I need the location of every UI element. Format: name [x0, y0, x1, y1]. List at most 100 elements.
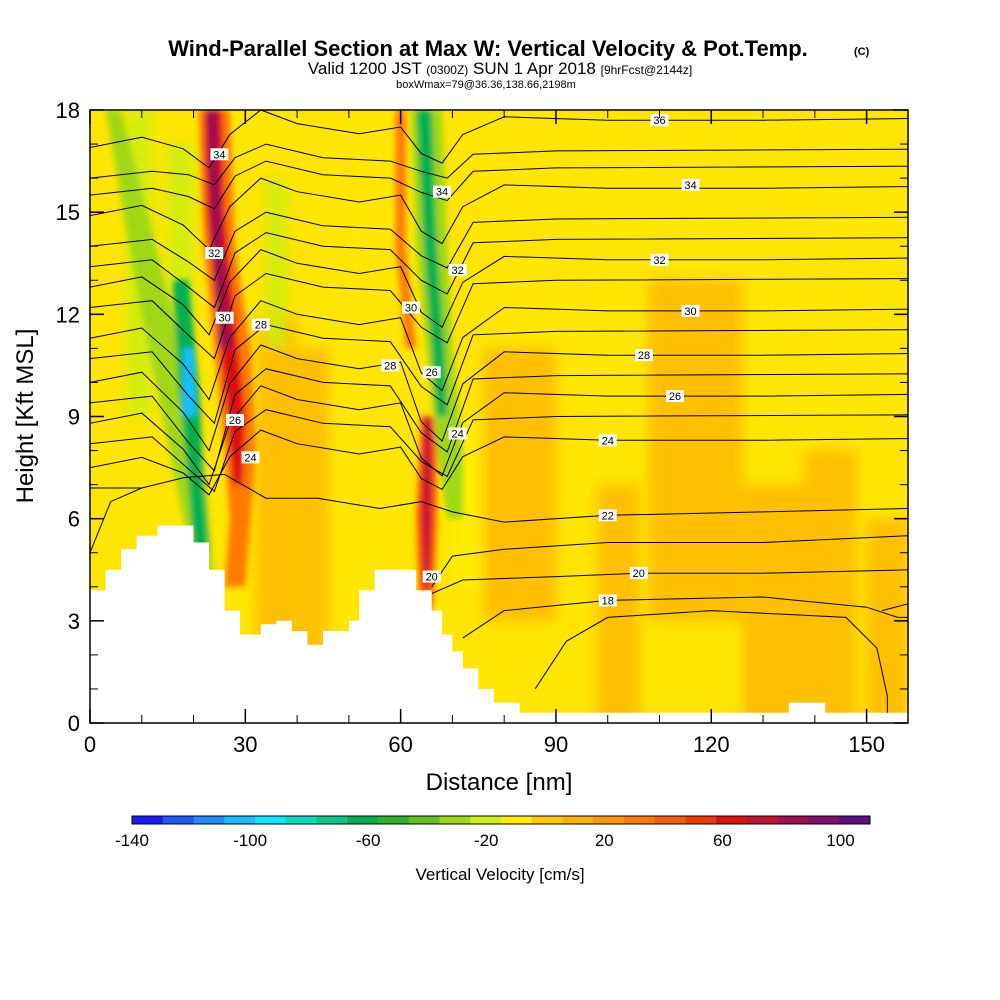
- colorbar-swatch: [193, 816, 225, 824]
- contour-label-bg: [598, 509, 617, 522]
- contour-label: 30: [405, 303, 417, 315]
- theta-contour-edge: [881, 603, 908, 612]
- chart-title-mark: (C): [854, 46, 870, 58]
- contour-label-bg: [681, 178, 700, 191]
- y-tick-label: 12: [56, 302, 80, 327]
- contour-label-bg: [205, 247, 224, 260]
- contour-label: 34: [684, 180, 696, 192]
- theta-contour-extra: [90, 160, 908, 210]
- contour-label-bg: [381, 359, 400, 372]
- chart-subtitle-2: boxWmax=79@36.36,138.66,2198m: [396, 79, 576, 91]
- colorbar-swatch: [470, 816, 502, 824]
- contour-label: 26: [426, 367, 438, 379]
- contour-label: 22: [602, 510, 614, 522]
- subtitle-fcst: [9hrFcst@2144z]: [601, 63, 693, 77]
- contour-label-bg: [650, 253, 669, 266]
- field-streak: [742, 484, 805, 723]
- theta-contour-18: [534, 610, 888, 713]
- theta-contour-extra: [90, 232, 908, 309]
- y-axis-label: Height [Kft MSL]: [12, 329, 39, 504]
- contour-label-bg: [225, 413, 244, 426]
- downdraft-2-core: [416, 110, 448, 417]
- colorbar-swatch: [132, 816, 164, 824]
- colorbar-tick-label: 20: [595, 831, 614, 850]
- downdraft-core: [183, 348, 197, 417]
- colorbar-swatch: [285, 816, 317, 824]
- x-tick-label: 90: [544, 732, 568, 757]
- subtitle-date: SUN 1 Apr 2018: [473, 59, 596, 78]
- theta-contour: [90, 429, 908, 496]
- colorbar-swatch: [716, 816, 748, 824]
- colorbar-tick-label: -60: [356, 831, 381, 850]
- colorbar-swatch: [378, 816, 410, 824]
- colorbar-swatch: [747, 816, 779, 824]
- updraft-2-upper: [395, 110, 417, 349]
- contour-label: 34: [436, 187, 448, 199]
- theta-contour-extra: [90, 272, 908, 360]
- contour-label-bg: [422, 366, 441, 379]
- theta-contour-19: [462, 596, 908, 639]
- colorbar-swatch: [501, 816, 533, 824]
- colorbar-swatch: [408, 816, 440, 824]
- theta-contour: [90, 300, 908, 401]
- contour-label-bg: [666, 390, 685, 403]
- terrain-mask: [90, 525, 908, 723]
- colorbar-tick-label: 100: [826, 831, 854, 850]
- contour-label-bg: [422, 570, 441, 583]
- chart-subtitle: Valid 1200 JST (0300Z) SUN 1 Apr 2018 [9…: [308, 59, 692, 78]
- x-axis: 0 30 60 90 120 150: [84, 110, 885, 757]
- colorbar-title: Vertical Velocity [cm/s]: [415, 865, 584, 884]
- contour-label-bg: [448, 427, 467, 440]
- contour-label: 24: [451, 429, 463, 441]
- colorbar-tick-label: -100: [233, 831, 267, 850]
- subtitle-utc: (0300Z): [426, 63, 468, 77]
- contour-label: 32: [451, 265, 463, 277]
- contour-label-bg: [598, 434, 617, 447]
- contour-label-bg: [448, 264, 467, 277]
- contour-label-bg: [215, 311, 234, 324]
- contour-label: 28: [255, 320, 267, 332]
- contour-label-bg: [650, 114, 669, 127]
- colorbar-swatch: [531, 816, 563, 824]
- colorbar-swatch: [255, 816, 287, 824]
- theta-contour: [90, 344, 908, 452]
- contour-label: 32: [208, 248, 220, 260]
- theta-contour-extra: [90, 409, 908, 493]
- contour-label: 24: [602, 435, 614, 447]
- contour-label: 28: [384, 360, 396, 372]
- y-tick-label: 0: [68, 711, 80, 736]
- colorbar-swatch: [685, 816, 717, 824]
- colorbar-swatch: [439, 816, 471, 824]
- contour-label-bg: [401, 301, 420, 314]
- velocity-bands: [105, 110, 463, 621]
- x-tick-label: 30: [233, 732, 257, 757]
- contour-label-bg: [629, 567, 648, 580]
- contour-label: 26: [229, 415, 241, 427]
- colorbar-swatch: [654, 816, 686, 824]
- contour-label-bg: [251, 318, 270, 331]
- x-tick-label: 60: [388, 732, 412, 757]
- y-tick-label: 6: [68, 507, 80, 532]
- contour-labels: 18 20 20 22 24 24 24 26 26 26 28 28 28 30 30 30 32 32 32 34…: [205, 114, 700, 607]
- contour-label-bg: [210, 148, 229, 161]
- contour-label: 18: [602, 595, 614, 607]
- subtitle-prefix: Valid 1200 JST: [308, 59, 422, 78]
- colorbar: -140 -100 -60 -20 20 60 100: [115, 815, 871, 850]
- velocity-field: [105, 110, 908, 723]
- contour-label: 30: [684, 306, 696, 318]
- x-tick-label: 150: [848, 732, 885, 757]
- updraft-2-core: [421, 416, 432, 587]
- colorbar-swatch: [808, 816, 840, 824]
- theta-contour-low: [90, 487, 143, 553]
- contour-label-bg: [598, 594, 617, 607]
- theta-contour: [90, 385, 908, 486]
- plot-area: 18 20 20 22 24 24 24 26 26 26 28 28 28 30 30 30 32 32 32 34…: [90, 110, 908, 723]
- downdraft-band-outer: [105, 110, 215, 621]
- colorbar-swatch: [593, 816, 625, 824]
- colorbar-swatch: [162, 816, 194, 824]
- x-axis-label: Distance [nm]: [426, 769, 573, 796]
- colorbar-tick-label: -20: [474, 831, 499, 850]
- y-tick-label: 9: [68, 405, 80, 430]
